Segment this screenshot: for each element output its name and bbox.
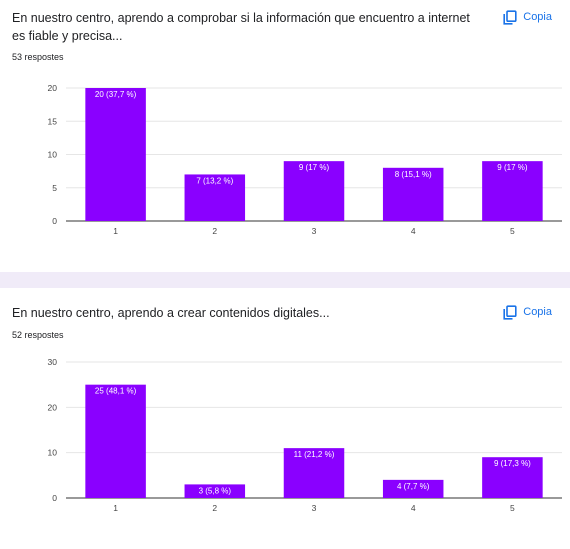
section-separator <box>0 272 570 288</box>
x-tick-label: 3 <box>312 226 317 236</box>
x-tick-label: 5 <box>510 226 515 236</box>
bar[interactable] <box>184 484 246 498</box>
y-tick-label: 5 <box>52 183 57 193</box>
x-tick-label: 4 <box>411 226 416 236</box>
bar[interactable] <box>85 384 146 498</box>
data-label: 20 (37,7 %) <box>95 90 137 99</box>
copy-icon <box>503 9 517 25</box>
x-tick-label: 3 <box>312 503 317 511</box>
y-tick-label: 0 <box>52 216 57 226</box>
y-tick-label: 10 <box>48 150 58 160</box>
y-tick-label: 0 <box>52 493 57 503</box>
bar[interactable] <box>382 479 444 498</box>
copy-button-label: Copia <box>523 11 552 23</box>
data-label: 7 (13,2 %) <box>196 176 233 185</box>
x-tick-label: 2 <box>212 503 217 511</box>
y-tick-label: 10 <box>48 448 58 458</box>
x-tick-label: 1 <box>113 503 118 511</box>
copy-button[interactable]: Copia <box>503 303 552 321</box>
question-title: En nuestro centro, aprendo a crear conte… <box>12 306 330 320</box>
y-tick-label: 20 <box>48 402 58 412</box>
bar[interactable] <box>482 161 543 221</box>
x-tick-label: 5 <box>510 503 515 511</box>
x-tick-label: 2 <box>212 226 217 236</box>
question-card-1: En nuestro centro, aprendo a comprobar s… <box>0 0 570 272</box>
copy-button-label: Copia <box>523 306 552 318</box>
copy-button[interactable]: Copia <box>503 8 552 26</box>
data-label: 8 (15,1 %) <box>395 170 432 179</box>
bar[interactable] <box>283 448 345 498</box>
bar[interactable] <box>184 174 246 221</box>
response-count: 53 respostes <box>12 52 64 62</box>
data-label: 9 (17,3 %) <box>494 459 531 468</box>
data-label: 3 (5,8 %) <box>199 486 232 495</box>
x-tick-label: 4 <box>411 503 416 511</box>
bar[interactable] <box>482 457 543 498</box>
bar[interactable] <box>283 161 345 221</box>
bar[interactable] <box>85 88 146 221</box>
bar-chart-2: 0 10 20 30 25 (48,1 %) 1 3 (5,8 %) 2 11 (21,2 %)… <box>48 357 562 511</box>
copy-icon <box>503 304 517 320</box>
question-card-2: En nuestro centro, aprendo a crear conte… <box>0 288 570 549</box>
data-label: 25 (48,1 %) <box>95 387 137 396</box>
y-tick-label: 20 <box>48 83 58 93</box>
data-label: 4 (7,7 %) <box>397 482 430 491</box>
x-tick-label: 1 <box>113 226 118 236</box>
y-tick-label: 30 <box>48 357 58 367</box>
data-label: 11 (21,2 %) <box>294 450 335 459</box>
question-title: En nuestro centro, aprendo a comprobar s… <box>12 11 470 43</box>
bar-chart-1: 0 5 10 15 20 20 (37,7 %) 1 7 (13,2 %) 2 9 (17 %) 3… <box>48 83 562 236</box>
bar[interactable] <box>382 167 444 221</box>
response-count: 52 respostes <box>12 330 64 340</box>
y-tick-label: 15 <box>48 116 58 126</box>
data-label: 9 (17 %) <box>299 163 330 172</box>
data-label: 9 (17 %) <box>497 163 528 172</box>
